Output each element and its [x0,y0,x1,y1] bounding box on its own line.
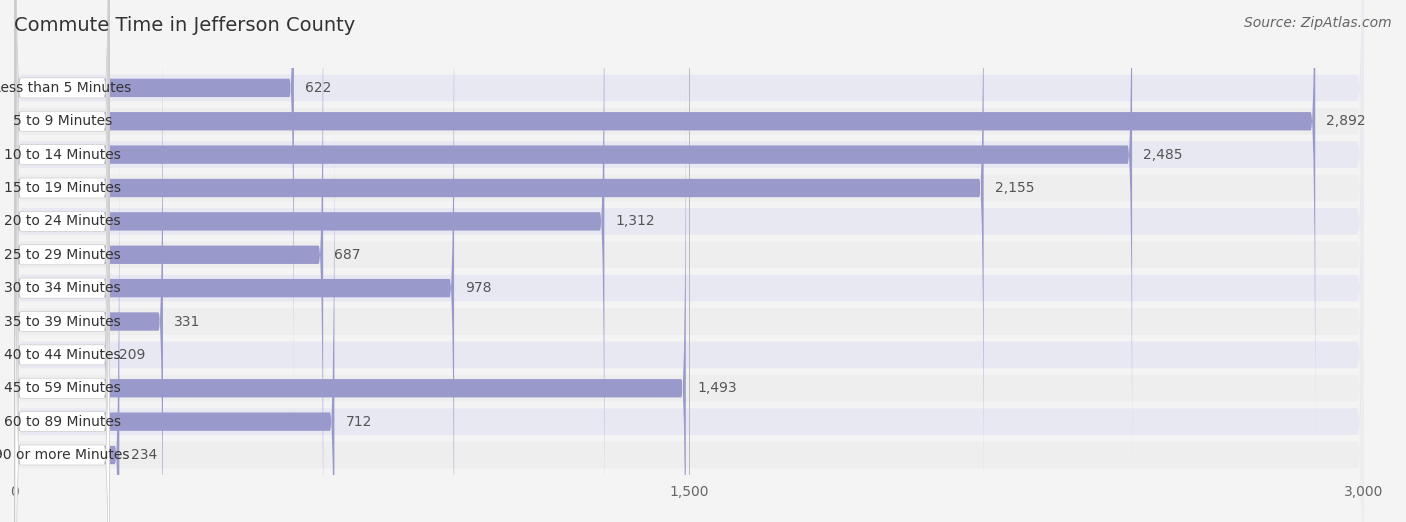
FancyBboxPatch shape [15,0,110,522]
Text: 2,892: 2,892 [1326,114,1367,128]
Text: 978: 978 [465,281,492,295]
FancyBboxPatch shape [14,64,686,522]
FancyBboxPatch shape [15,65,110,522]
Text: Source: ZipAtlas.com: Source: ZipAtlas.com [1244,16,1392,30]
FancyBboxPatch shape [14,0,1364,522]
FancyBboxPatch shape [14,0,1364,522]
FancyBboxPatch shape [14,0,1364,522]
FancyBboxPatch shape [14,0,984,513]
FancyBboxPatch shape [14,0,605,522]
Text: 622: 622 [305,81,332,95]
Text: 331: 331 [174,314,201,328]
Text: 90 or more Minutes: 90 or more Minutes [0,448,129,462]
FancyBboxPatch shape [14,130,120,522]
FancyBboxPatch shape [15,0,110,522]
Text: 30 to 34 Minutes: 30 to 34 Minutes [4,281,121,295]
FancyBboxPatch shape [14,0,1364,522]
Text: 60 to 89 Minutes: 60 to 89 Minutes [4,414,121,429]
FancyBboxPatch shape [14,0,1315,446]
Text: 5 to 9 Minutes: 5 to 9 Minutes [13,114,112,128]
Text: 234: 234 [131,448,157,462]
FancyBboxPatch shape [14,0,1364,522]
Text: 35 to 39 Minutes: 35 to 39 Minutes [4,314,121,328]
Text: 209: 209 [120,348,146,362]
FancyBboxPatch shape [14,0,163,522]
FancyBboxPatch shape [15,0,110,478]
Text: 1,493: 1,493 [697,381,737,395]
FancyBboxPatch shape [14,97,335,522]
Text: 712: 712 [346,414,373,429]
FancyBboxPatch shape [14,0,1364,522]
FancyBboxPatch shape [14,0,294,412]
FancyBboxPatch shape [14,0,1364,522]
FancyBboxPatch shape [15,0,110,522]
Text: Commute Time in Jefferson County: Commute Time in Jefferson County [14,16,356,34]
Text: Less than 5 Minutes: Less than 5 Minutes [0,81,131,95]
FancyBboxPatch shape [14,0,1132,479]
Text: 45 to 59 Minutes: 45 to 59 Minutes [4,381,121,395]
Text: 10 to 14 Minutes: 10 to 14 Minutes [4,148,121,162]
FancyBboxPatch shape [15,0,110,522]
Text: 2,485: 2,485 [1143,148,1182,162]
Text: 40 to 44 Minutes: 40 to 44 Minutes [4,348,121,362]
FancyBboxPatch shape [14,0,1364,522]
FancyBboxPatch shape [14,0,323,522]
FancyBboxPatch shape [15,31,110,522]
Text: 25 to 29 Minutes: 25 to 29 Minutes [4,248,121,262]
Text: 20 to 24 Minutes: 20 to 24 Minutes [4,215,121,229]
FancyBboxPatch shape [14,0,454,522]
FancyBboxPatch shape [14,0,1364,522]
FancyBboxPatch shape [15,0,110,522]
FancyBboxPatch shape [14,0,1364,522]
FancyBboxPatch shape [14,0,1364,522]
Text: 687: 687 [335,248,361,262]
FancyBboxPatch shape [15,0,110,512]
FancyBboxPatch shape [15,0,110,522]
Text: 2,155: 2,155 [995,181,1035,195]
FancyBboxPatch shape [15,0,110,522]
Text: 15 to 19 Minutes: 15 to 19 Minutes [4,181,121,195]
FancyBboxPatch shape [14,0,1364,522]
Text: 1,312: 1,312 [616,215,655,229]
FancyBboxPatch shape [14,30,108,522]
FancyBboxPatch shape [15,0,110,522]
